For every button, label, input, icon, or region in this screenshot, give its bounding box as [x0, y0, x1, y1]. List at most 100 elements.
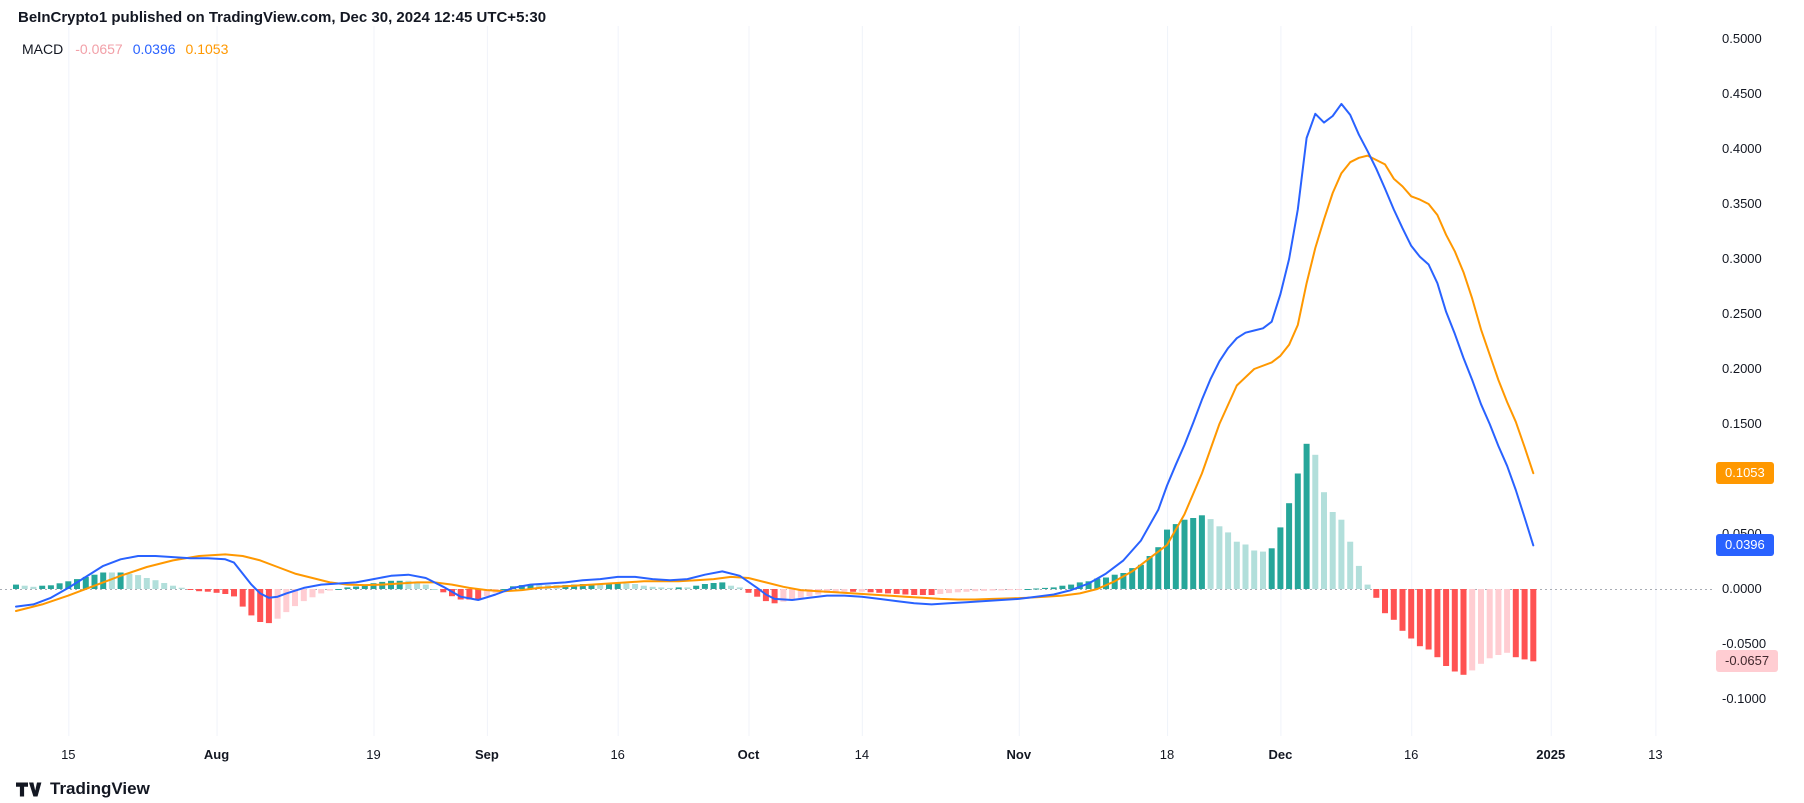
histogram-bar	[1233, 541, 1240, 589]
histogram-bar	[1303, 443, 1310, 589]
x-axis-label: Sep	[474, 747, 499, 762]
y-axis-label: 0.5000	[1722, 31, 1762, 46]
histogram-bar	[1486, 589, 1493, 659]
histogram-bar	[100, 572, 107, 589]
histogram-bar	[902, 589, 909, 595]
histogram-bar	[701, 584, 708, 589]
histogram-bar	[161, 583, 168, 589]
histogram-bar	[893, 589, 900, 594]
histogram-bar	[954, 589, 961, 593]
histogram-bar	[108, 572, 115, 589]
histogram-bar	[728, 585, 734, 589]
histogram-bar	[152, 580, 159, 589]
histogram-bar	[946, 589, 952, 594]
x-axis-label: 18	[1159, 747, 1175, 762]
histogram-bar	[1207, 519, 1214, 589]
histogram-bar	[187, 589, 194, 590]
histogram-bar	[47, 585, 54, 589]
histogram-bar	[1015, 589, 1022, 590]
histogram-bar	[274, 589, 281, 619]
histogram-bar	[39, 585, 46, 589]
histogram-bar	[675, 587, 682, 590]
tradingview-branding[interactable]: TradingView	[16, 779, 150, 799]
histogram-bar	[867, 589, 874, 593]
histogram-bar	[1190, 518, 1197, 589]
histogram-bar	[1129, 568, 1136, 589]
histogram-bar	[257, 589, 264, 622]
histogram-bar	[457, 589, 464, 600]
histogram-bar	[1146, 556, 1153, 589]
histogram-bar	[1042, 587, 1048, 589]
histogram-bar	[1443, 589, 1450, 666]
histogram-bar	[1277, 527, 1284, 589]
y-axis-label: 0.1500	[1722, 416, 1762, 431]
histogram-bar	[396, 580, 403, 590]
tradingview-brand-text[interactable]: TradingView	[50, 779, 150, 798]
histogram-bar	[1478, 589, 1484, 664]
histogram-bar	[326, 589, 333, 591]
histogram-bar	[640, 585, 647, 589]
histogram-bar	[998, 589, 1005, 591]
x-axis-label: Nov	[1006, 747, 1032, 762]
histogram-bar	[1321, 492, 1327, 589]
x-axis-label: Dec	[1268, 747, 1293, 762]
histogram-bar	[806, 589, 813, 597]
histogram-bar	[74, 579, 80, 589]
histogram-bar	[1007, 589, 1014, 591]
x-axis-label: 13	[1648, 747, 1663, 762]
y-axis-label: 0.2000	[1722, 361, 1762, 376]
histogram-bar	[658, 587, 665, 590]
histogram-bar	[789, 589, 796, 601]
legend-histogram-value: -0.0657	[75, 41, 123, 57]
histogram-bar	[1225, 532, 1232, 590]
histogram-bar	[1286, 503, 1293, 589]
histogram-bar	[1530, 589, 1537, 662]
histogram-bar	[1268, 548, 1275, 589]
histogram-bar	[405, 580, 412, 590]
histogram-bar	[1408, 589, 1415, 639]
indicator-name: MACD	[22, 41, 64, 57]
histogram-bar	[832, 589, 839, 593]
histogram-bar	[143, 578, 150, 589]
histogram-bar	[204, 589, 211, 592]
histogram-bar	[309, 589, 316, 598]
histogram-bar	[483, 589, 490, 597]
histogram-bar	[213, 589, 220, 593]
histogram-bar	[1521, 589, 1528, 660]
x-axis-label: 2025	[1536, 747, 1566, 762]
histogram-bar	[1451, 589, 1458, 672]
histogram-bar	[754, 589, 761, 597]
y-axis-label: -0.1000	[1722, 691, 1767, 706]
histogram-bar	[1399, 589, 1406, 631]
x-axis-label: Aug	[203, 747, 230, 762]
histogram-bar	[1164, 529, 1170, 589]
histogram-bar	[370, 583, 377, 589]
histogram-bar	[431, 589, 438, 590]
histogram-bar	[1216, 526, 1223, 589]
histogram-bar	[1068, 584, 1075, 589]
histogram-bar	[466, 589, 473, 600]
histogram-bar	[1347, 541, 1354, 589]
price-badge-histogram: -0.0657	[1716, 650, 1779, 673]
histogram-bar	[972, 589, 979, 592]
histogram-bar	[1382, 589, 1388, 614]
histogram-bar	[170, 585, 176, 589]
histogram-bar	[684, 587, 691, 589]
histogram-bar	[501, 589, 508, 590]
histogram-bar	[1512, 589, 1519, 658]
price-badge-signal: 0.1053	[1716, 462, 1774, 485]
histogram-bar	[571, 584, 578, 589]
tradingview-logo[interactable]	[16, 782, 42, 797]
histogram-bar	[780, 589, 787, 602]
histogram-bar	[300, 589, 307, 602]
y-axis-label: 0.4500	[1722, 86, 1762, 101]
histogram-bar	[911, 589, 918, 595]
histogram-bar	[667, 587, 673, 589]
histogram-bar	[126, 573, 133, 589]
histogram-bar	[65, 581, 72, 589]
